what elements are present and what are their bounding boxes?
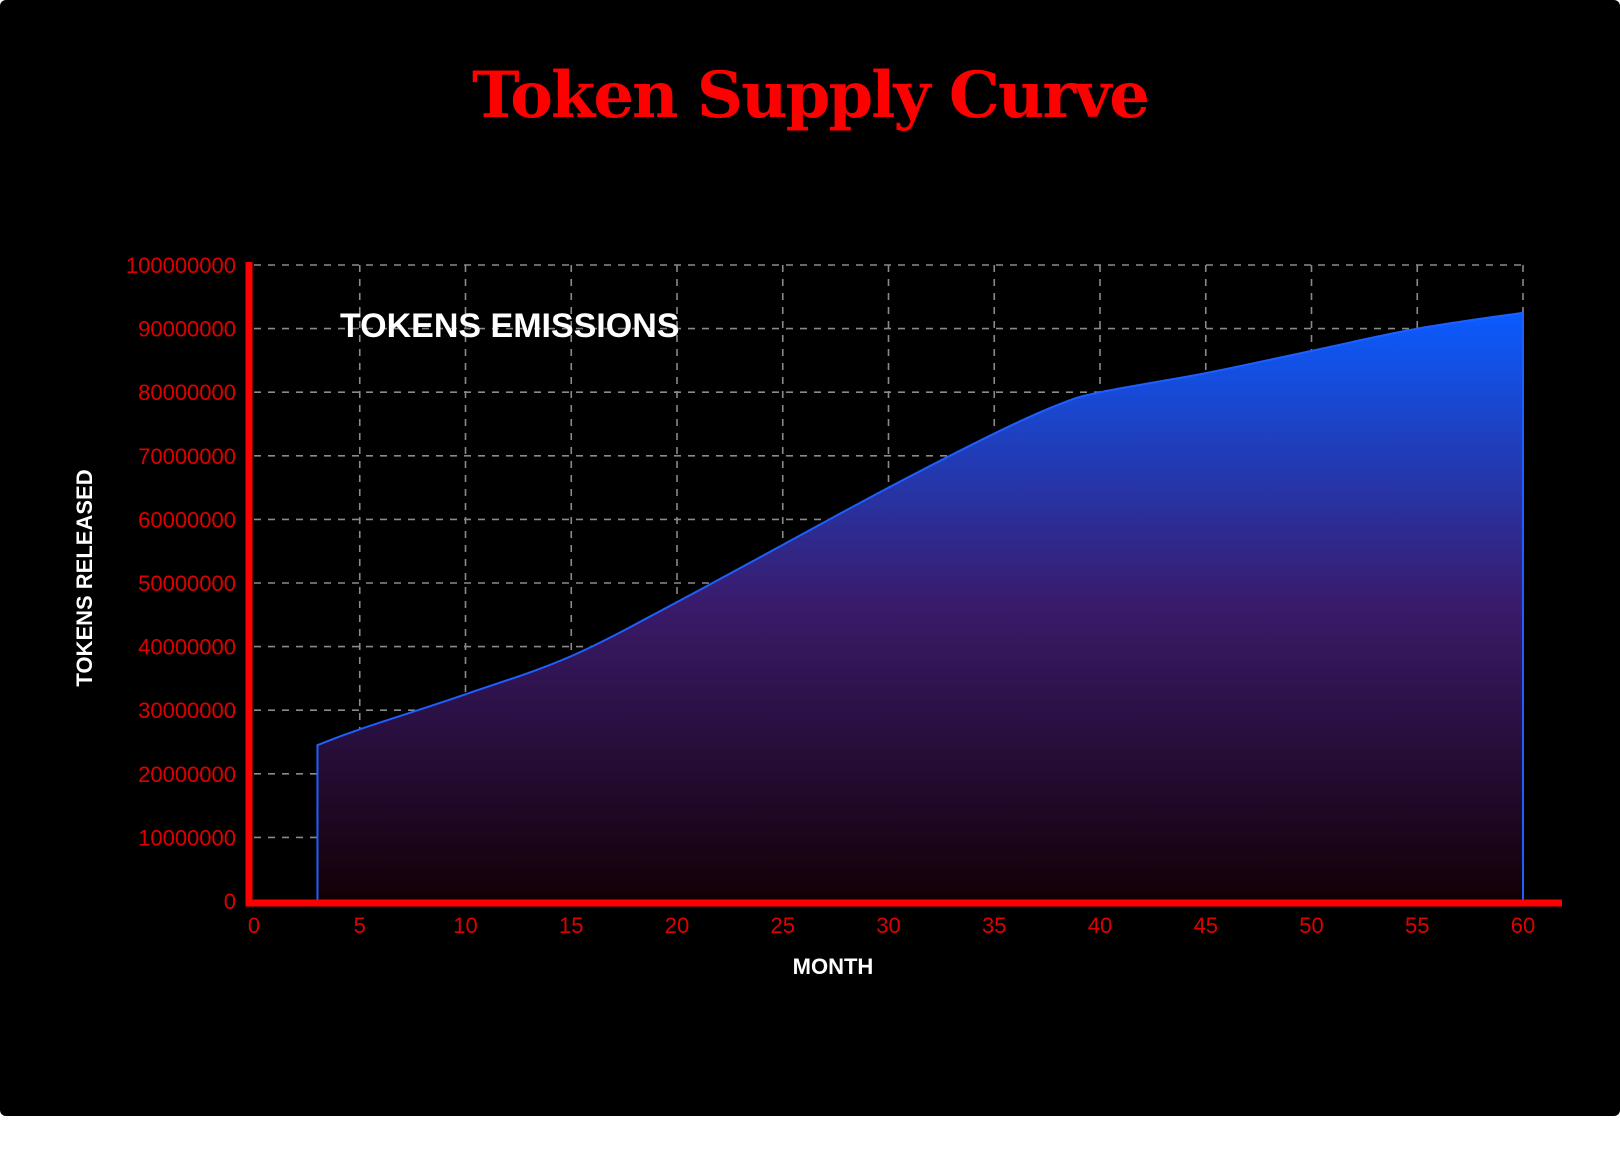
x-tick-label: 30	[876, 913, 900, 938]
y-tick-label: 40000000	[138, 635, 236, 660]
x-tick-label: 15	[559, 913, 583, 938]
chart-title: Token Supply Curve	[472, 58, 1150, 133]
x-tick-label: 55	[1405, 913, 1429, 938]
area-series	[316, 311, 1524, 902]
area-fill	[316, 311, 1524, 902]
y-tick-labels: 0 10000000 20000000 30000000 40000000 5000000…	[126, 253, 236, 914]
x-tick-label: 35	[982, 913, 1006, 938]
y-tick-label: 70000000	[138, 444, 236, 469]
x-tick-label: 60	[1511, 913, 1535, 938]
x-tick-label: 40	[1088, 913, 1112, 938]
x-tick-label: 50	[1299, 913, 1323, 938]
x-tick-label: 5	[354, 913, 366, 938]
y-tick-label: 30000000	[138, 698, 236, 723]
x-tick-label: 20	[665, 913, 689, 938]
x-tick-label: 45	[1194, 913, 1218, 938]
token-supply-chart: 0 10000000 20000000 30000000 40000000 5000000…	[72, 253, 1562, 979]
y-tick-label: 80000000	[138, 380, 236, 405]
x-tick-label: 10	[453, 913, 477, 938]
x-tick-label: 0	[248, 913, 260, 938]
y-tick-label: 100000000	[126, 253, 236, 278]
y-tick-label: 0	[224, 889, 236, 914]
x-axis-label: MONTH	[793, 954, 874, 979]
x-tick-label: 25	[771, 913, 795, 938]
x-tick-labels: 0 5 10 15 20 25 30 35 40 45 50 55 60	[248, 913, 1535, 938]
axes	[245, 262, 1562, 907]
y-tick-label: 20000000	[138, 762, 236, 787]
y-tick-label: 50000000	[138, 571, 236, 596]
y-tick-label: 10000000	[138, 825, 236, 850]
y-axis-label: TOKENS RELEASED	[72, 469, 97, 686]
chart-annotation: TOKENS EMISSIONS	[340, 307, 679, 345]
y-tick-label: 60000000	[138, 507, 236, 532]
y-tick-label: 90000000	[138, 317, 236, 342]
